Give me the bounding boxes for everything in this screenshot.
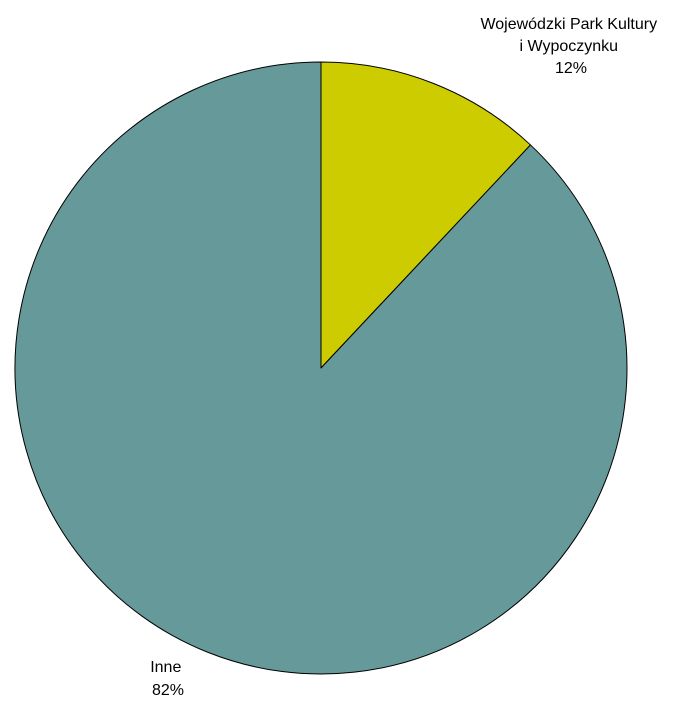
slice-label-wojewodzki-park-line-2: i Wypoczynku <box>519 38 618 55</box>
slice-label-inne: Inne 82% <box>150 659 186 699</box>
pie-slices <box>14 61 628 675</box>
slice-label-wojewodzki-park: Wojewódzki Park Kultury i Wypoczynku 12% <box>480 16 661 77</box>
pie-slice-inne <box>14 61 628 675</box>
slice-value-inne: 82% <box>152 682 184 699</box>
pie-slice-wojewodzki-park-kultury <box>320 61 531 369</box>
slice-label-inne-line-1: Inne <box>150 659 181 676</box>
slice-label-wojewodzki-park-line-1: Wojewódzki Park Kultury <box>480 16 657 33</box>
slice-value-wojewodzki-park: 12% <box>555 60 587 77</box>
pie-labels: Wojewódzki Park Kultury i Wypoczynku 12%… <box>150 16 661 699</box>
